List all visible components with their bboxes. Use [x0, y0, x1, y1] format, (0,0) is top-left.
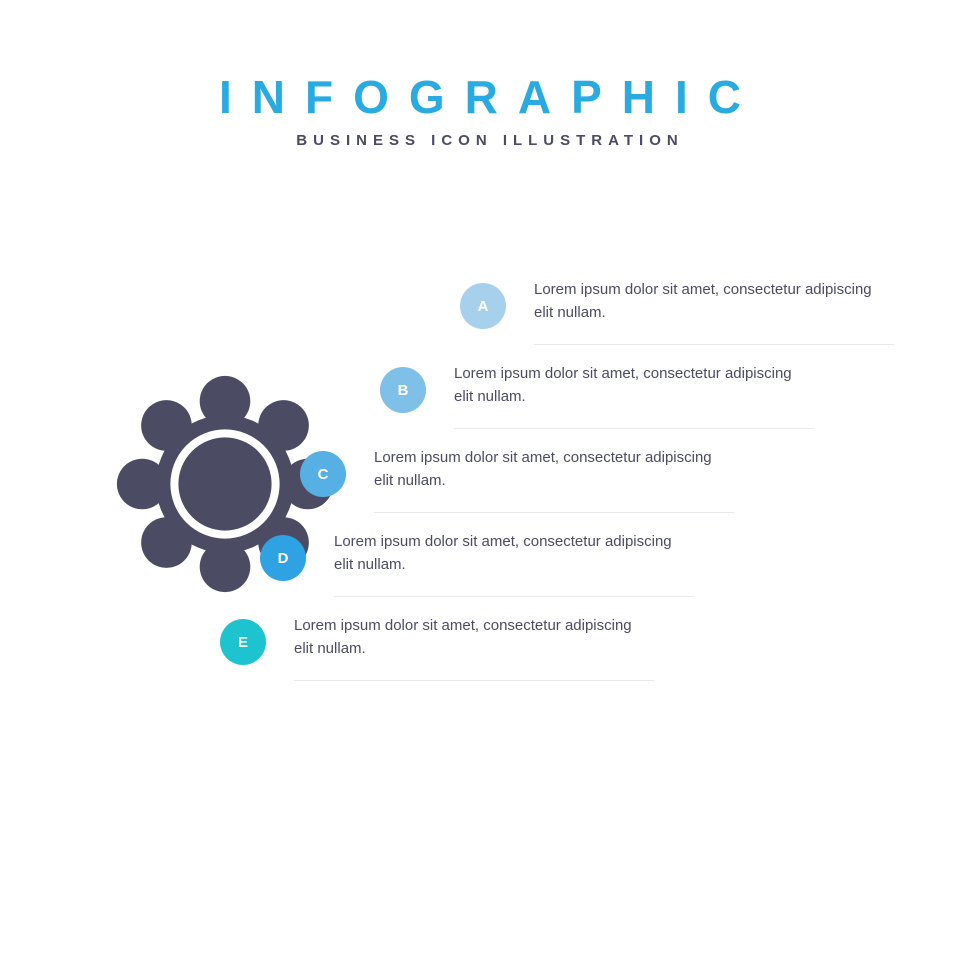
content: A Lorem ipsum dolor sit amet, consectetur… [0, 279, 980, 699]
option-text: Lorem ipsum dolor sit amet, consectetur … [334, 531, 694, 597]
option-text: Lorem ipsum dolor sit amet, consectetur … [374, 447, 734, 513]
option-badge-b: B [380, 367, 426, 413]
option-text: Lorem ipsum dolor sit amet, consectetur … [294, 615, 654, 681]
list-item: D Lorem ipsum dolor sit amet, consectetur… [260, 531, 980, 597]
list-item: B Lorem ipsum dolor sit amet, consectetur… [340, 363, 980, 429]
option-text: Lorem ipsum dolor sit amet, consectetur … [534, 279, 894, 345]
list-item: A Lorem ipsum dolor sit amet, consectetur… [380, 279, 980, 345]
header: INFOGRAPHIC BUSINESS ICON ILLUSTRATION [0, 0, 980, 149]
list-item: C Lorem ipsum dolor sit amet, consectetur… [300, 447, 980, 513]
option-badge-d: D [260, 535, 306, 581]
option-badge-e: E [220, 619, 266, 665]
page-title: INFOGRAPHIC [0, 70, 980, 124]
list-item: E Lorem ipsum dolor sit amet, consectetur… [220, 615, 980, 681]
option-badge-a: A [460, 283, 506, 329]
option-text: Lorem ipsum dolor sit amet, consectetur … [454, 363, 814, 429]
options-list: A Lorem ipsum dolor sit amet, consectetur… [300, 279, 980, 699]
page-subtitle: BUSINESS ICON ILLUSTRATION [0, 132, 980, 149]
option-badge-c: C [300, 451, 346, 497]
